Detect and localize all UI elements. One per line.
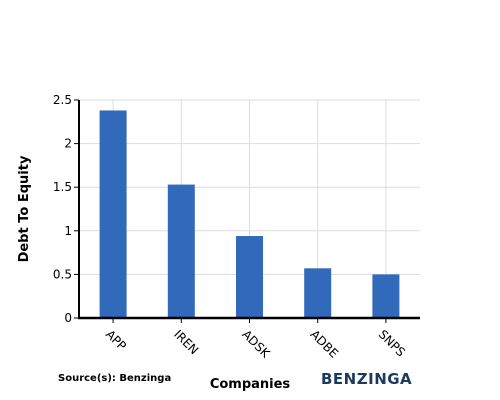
bar-adbe <box>304 268 332 318</box>
bars <box>99 110 400 319</box>
x-tick-label-snps: SNPS <box>376 327 408 359</box>
brand-logo: BENZINGA <box>321 370 412 388</box>
y-tick-label-0: 0 <box>64 311 72 325</box>
x-tick-label-app: APP <box>103 327 129 353</box>
bar-app <box>99 110 127 319</box>
bar-snps <box>372 274 400 318</box>
bar-iren <box>167 184 195 318</box>
y-axis-title: Debt To Equity <box>17 155 32 262</box>
x-axis-title: Companies <box>210 377 291 392</box>
y-tick-label-2: 1 <box>64 224 72 238</box>
y-tick-label-3: 1.5 <box>53 180 72 194</box>
x-tick-label-adbe: ADBE <box>308 327 341 360</box>
x-tick-labels: APP IREN ADSK ADBE SNPS <box>103 318 408 361</box>
y-tick-label-1: 0.5 <box>53 267 72 281</box>
y-tick-label-4: 2 <box>64 137 72 151</box>
x-tick-label-adsk: ADSK <box>239 327 273 361</box>
y-tick-label-5: 2.5 <box>53 93 72 107</box>
x-tick-label-iren: IREN <box>171 327 201 357</box>
bar-adsk <box>236 236 263 318</box>
source-note: Source(s): Benzinga <box>58 373 171 384</box>
y-tick-labels: 0 0.5 1 1.5 2 2.5 <box>53 93 79 325</box>
